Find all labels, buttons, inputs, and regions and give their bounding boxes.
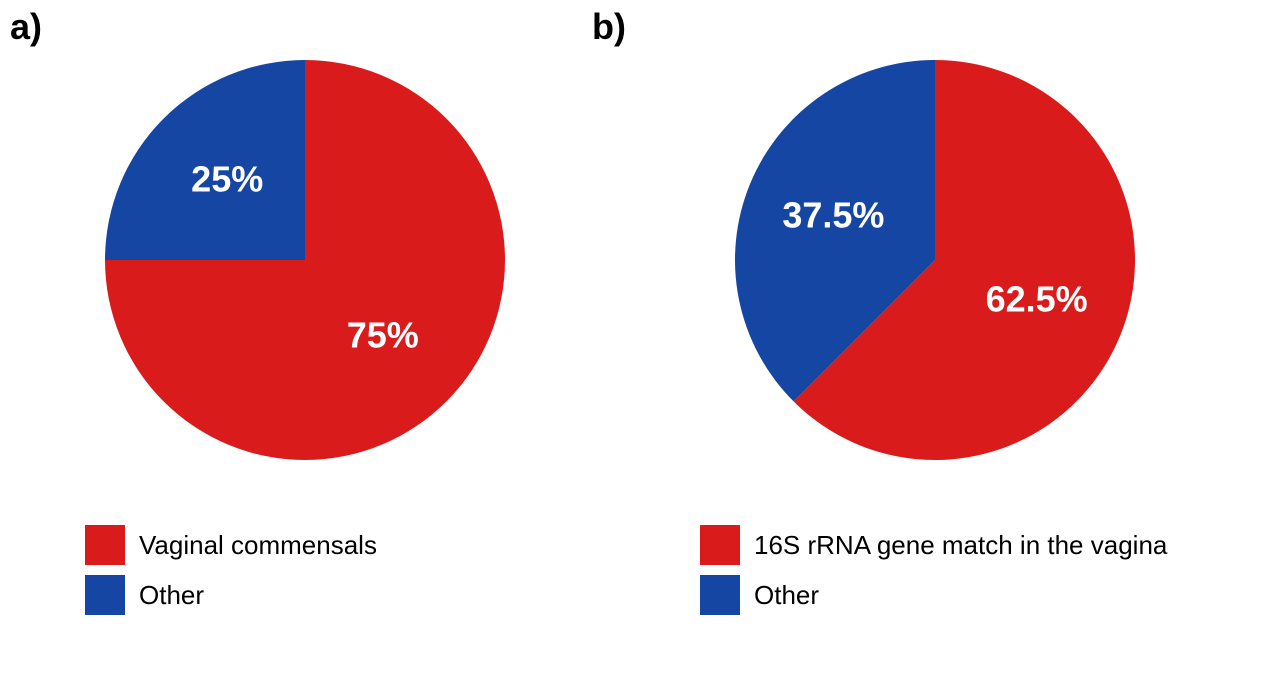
legend-item: 16S rRNA gene match in the vagina: [700, 525, 1167, 565]
legend-label: Vaginal commensals: [139, 530, 377, 561]
figure-root: a) 75% 25% Vaginal commensals Other b) 62.5% 37…: [0, 0, 1277, 687]
pie-slice-label-other: 25%: [191, 159, 263, 200]
pie-chart-a: 75% 25%: [105, 60, 505, 460]
pie-slice-label-vaginal-commensals: 75%: [347, 314, 419, 355]
legend-swatch: [85, 525, 125, 565]
legend-label: 16S rRNA gene match in the vagina: [754, 530, 1167, 561]
legend-item: Vaginal commensals: [85, 525, 377, 565]
pie-slice-label-rrna-match-vagina: 62.5%: [986, 279, 1088, 320]
legend-label: Other: [139, 580, 204, 611]
legend-item: Other: [85, 575, 377, 615]
pie-chart-b: 62.5% 37.5%: [735, 60, 1135, 460]
legend-a: Vaginal commensals Other: [85, 525, 377, 625]
legend-b: 16S rRNA gene match in the vagina Other: [700, 525, 1167, 625]
legend-swatch: [85, 575, 125, 615]
legend-swatch: [700, 575, 740, 615]
panel-label-a: a): [10, 6, 42, 48]
legend-item: Other: [700, 575, 1167, 615]
pie-slice-label-other: 37.5%: [782, 194, 884, 235]
panel-label-b: b): [592, 6, 626, 48]
legend-label: Other: [754, 580, 819, 611]
legend-swatch: [700, 525, 740, 565]
